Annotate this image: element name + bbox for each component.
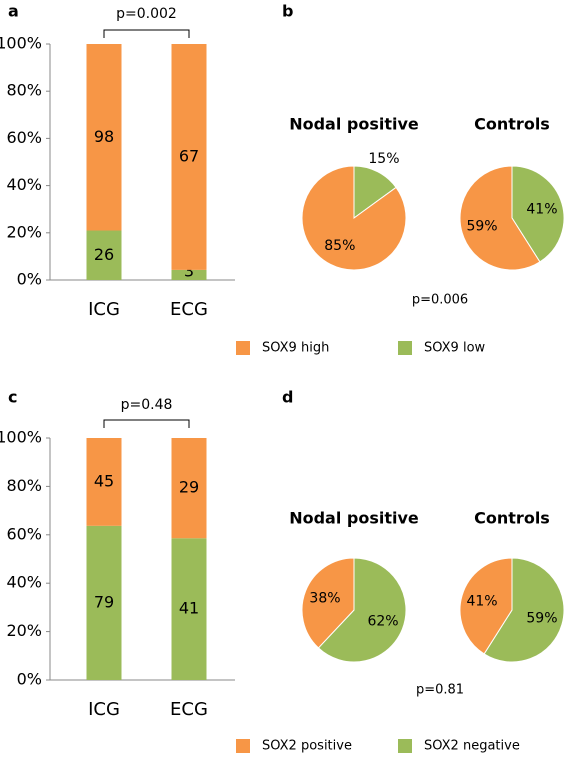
- bar-segment: [86, 525, 122, 680]
- pie-slice: [483, 557, 565, 663]
- significance-bracket: [103, 29, 190, 38]
- x-tick-label: ICG: [88, 299, 120, 320]
- x-tick-label: ECG: [170, 699, 208, 720]
- legend-swatch: [236, 739, 250, 753]
- bar-segment: [86, 44, 122, 231]
- pie-value-label: 85%: [324, 238, 355, 254]
- pie-value-label: 38%: [309, 591, 340, 607]
- y-tick-label: 60%: [6, 128, 42, 147]
- panel-label: a: [8, 2, 19, 21]
- bar-segment: [171, 269, 207, 280]
- y-tick-label: 100%: [0, 34, 42, 53]
- bar-value-label: 45: [94, 471, 114, 490]
- legend-label: SOX9 high: [262, 341, 329, 356]
- bar-segment: [171, 44, 207, 270]
- pie-title: Nodal positive: [289, 509, 419, 528]
- bar-value-label: 29: [179, 478, 199, 497]
- bar-value-label: 3: [184, 262, 194, 281]
- pie-value-label: 59%: [466, 219, 497, 235]
- pie-slice: [301, 165, 407, 271]
- y-tick-label: 80%: [6, 81, 42, 100]
- p-value: p=0.002: [116, 6, 177, 22]
- bar-value-label: 98: [94, 127, 114, 146]
- pie-value-label: 41%: [466, 593, 497, 609]
- pie-title: Controls: [474, 115, 550, 134]
- panel-label: b: [282, 2, 293, 21]
- bar-segment: [171, 438, 207, 539]
- p-value: p=0.81: [416, 683, 464, 698]
- bar-segment: [171, 538, 207, 680]
- pie-value-label: 41%: [526, 201, 557, 217]
- x-tick-label: ECG: [170, 299, 208, 320]
- y-tick-label: 80%: [6, 476, 42, 495]
- bar-value-label: 26: [94, 245, 114, 264]
- bar-value-label: 67: [179, 146, 199, 165]
- panel-label: c: [8, 388, 17, 407]
- bar-value-label: 79: [94, 592, 114, 611]
- pie-value-label: 59%: [526, 611, 557, 627]
- y-tick-label: 0%: [17, 270, 42, 289]
- bar-segment: [86, 438, 122, 526]
- pie-title: Controls: [474, 509, 550, 528]
- p-value: p=0.48: [121, 397, 173, 413]
- bar-segment: [86, 230, 122, 280]
- y-tick-label: 100%: [0, 428, 42, 447]
- legend-swatch: [398, 739, 412, 753]
- pie-slice: [459, 165, 541, 271]
- panel-label: d: [282, 388, 293, 407]
- y-tick-label: 40%: [6, 175, 42, 194]
- pie-value-label: 15%: [368, 151, 399, 167]
- pie-value-label: 62%: [367, 613, 398, 629]
- pie-slice: [459, 557, 513, 655]
- y-tick-label: 20%: [6, 621, 42, 640]
- x-tick-label: ICG: [88, 699, 120, 720]
- y-tick-label: 20%: [6, 222, 42, 241]
- legend-swatch: [236, 341, 250, 355]
- y-tick-label: 40%: [6, 573, 42, 592]
- legend-label: SOX2 positive: [262, 739, 352, 754]
- significance-bracket: [103, 419, 190, 428]
- pie-title: Nodal positive: [289, 115, 419, 134]
- p-value: p=0.006: [412, 293, 468, 308]
- y-tick-label: 60%: [6, 524, 42, 543]
- pie-slice: [317, 557, 407, 663]
- legend-label: SOX2 negative: [424, 739, 520, 754]
- pie-slice: [301, 557, 355, 649]
- y-tick-label: 0%: [17, 670, 42, 689]
- legend-label: SOX9 low: [424, 341, 486, 356]
- pie-slice: [353, 165, 397, 219]
- bar-value-label: 41: [179, 599, 199, 618]
- legend-swatch: [398, 341, 412, 355]
